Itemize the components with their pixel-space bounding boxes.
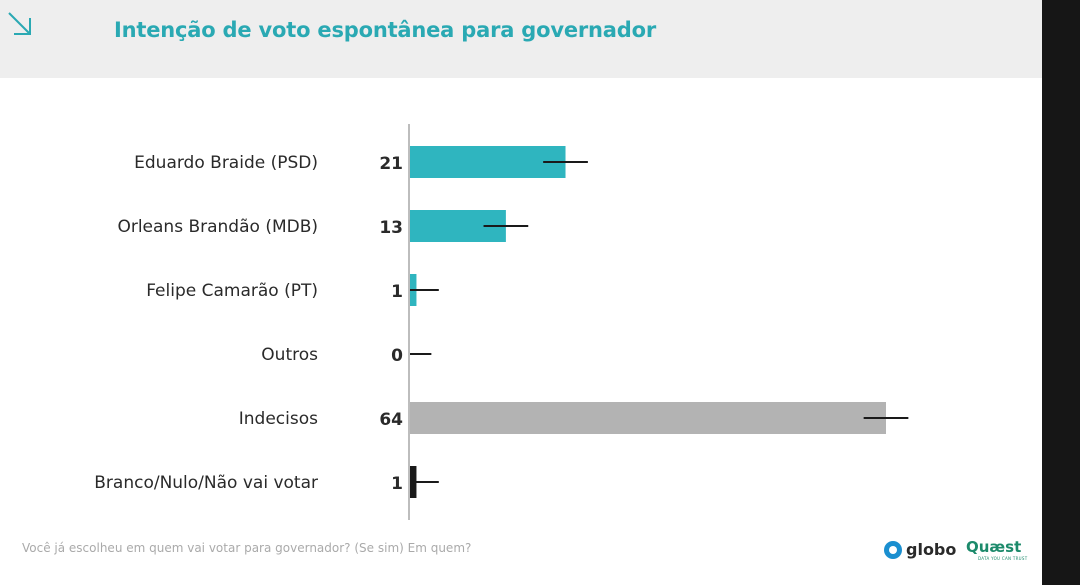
value-label: 0 [391, 346, 403, 366]
quaest-tagline: DATA YOU CAN TRUST [978, 556, 1028, 561]
value-label: 64 [379, 410, 403, 430]
bar [409, 146, 566, 178]
arrow-down-right-icon [8, 12, 31, 35]
survey-question: Você já escolheu em quem vai votar para … [22, 541, 472, 555]
globo-logo-text: globo [906, 540, 957, 559]
category-label: Branco/Nulo/Não vai votar [94, 473, 318, 493]
screen-edge [1042, 0, 1080, 585]
value-label: 1 [391, 474, 403, 494]
category-label: Indecisos [239, 409, 318, 429]
value-label: 21 [379, 154, 403, 174]
bar [409, 402, 886, 434]
category-label: Eduardo Braide (PSD) [134, 153, 318, 173]
quaest-logo: Quæst [966, 538, 1022, 556]
chart-title: Intenção de voto espontânea para governa… [114, 18, 656, 42]
header-band: Intenção de voto espontânea para governa… [0, 0, 1042, 78]
value-label: 13 [379, 218, 403, 238]
value-label: 1 [391, 282, 403, 302]
category-label: Outros [261, 345, 318, 365]
slide: Intenção de voto espontânea para governa… [0, 0, 1042, 585]
globo-ball-icon [884, 540, 902, 559]
category-label: Orleans Brandão (MDB) [117, 217, 318, 237]
globo-logo: globo [884, 540, 956, 559]
category-label: Felipe Camarão (PT) [146, 281, 318, 301]
bar-chart: Eduardo Braide (PSD) 21 Orleans Brandão (M… [94, 124, 909, 520]
